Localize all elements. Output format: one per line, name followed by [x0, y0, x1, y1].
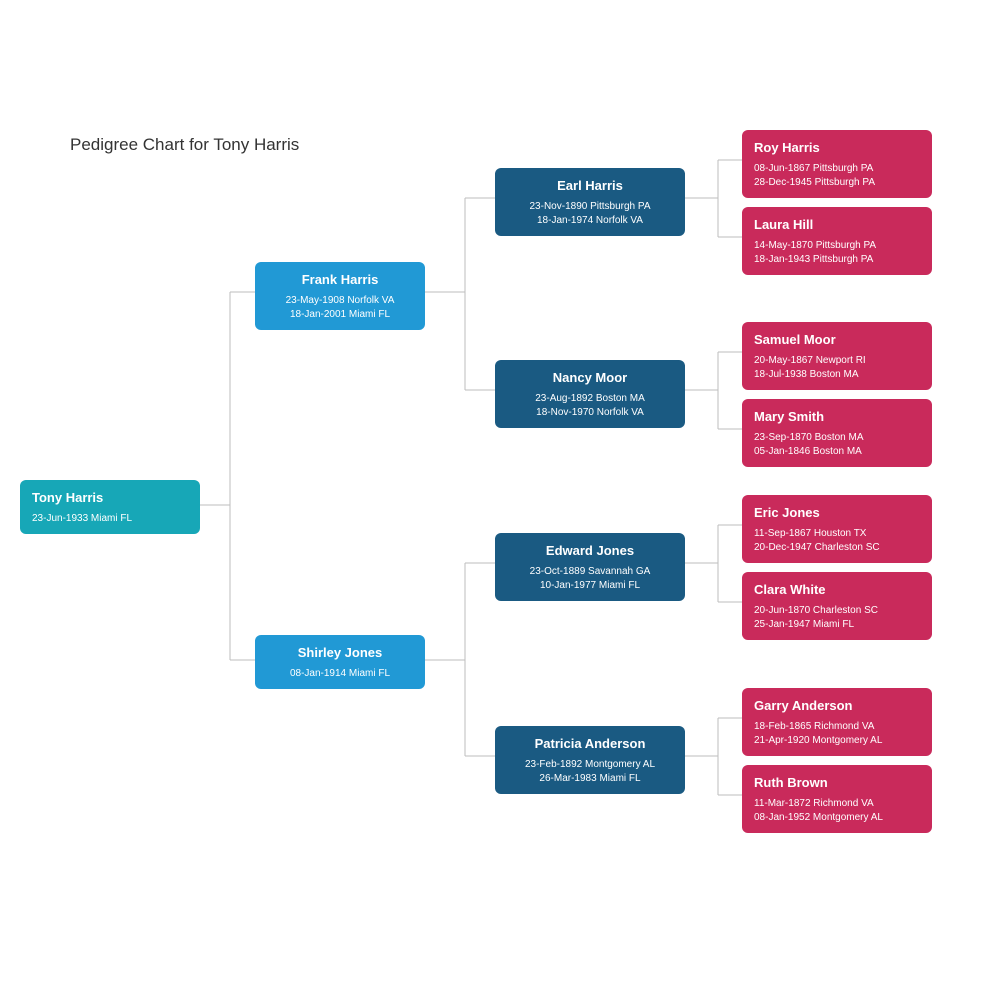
person-death: 25-Jan-1947 Miami FL — [754, 618, 920, 632]
person-death: 10-Jan-1977 Miami FL — [507, 579, 673, 593]
person-death: 18-Nov-1970 Norfolk VA — [507, 406, 673, 420]
person-name: Samuel Moor — [754, 332, 920, 348]
person-node-edward: Edward Jones 23-Oct-1889 Savannah GA10-Ja… — [495, 533, 685, 601]
person-node-garry: Garry Anderson 18-Feb-1865 Richmond VA21-… — [742, 688, 932, 756]
person-birth: 08-Jan-1914 Miami FL — [267, 667, 413, 681]
person-name: Laura Hill — [754, 217, 920, 233]
person-name: Tony Harris — [32, 490, 188, 506]
person-node-tony: Tony Harris 23-Jun-1933 Miami FL — [20, 480, 200, 534]
person-node-laura: Laura Hill 14-May-1870 Pittsburgh PA18-Ja… — [742, 207, 932, 275]
person-node-samuel: Samuel Moor 20-May-1867 Newport RI18-Jul-… — [742, 322, 932, 390]
chart-title: Pedigree Chart for Tony Harris — [70, 135, 299, 155]
person-name: Clara White — [754, 582, 920, 598]
person-name: Roy Harris — [754, 140, 920, 156]
person-node-patricia: Patricia Anderson 23-Feb-1892 Montgomery … — [495, 726, 685, 794]
person-birth: 23-Nov-1890 Pittsburgh PA — [507, 200, 673, 214]
person-birth: 23-May-1908 Norfolk VA — [267, 294, 413, 308]
person-node-nancy: Nancy Moor 23-Aug-1892 Boston MA18-Nov-19… — [495, 360, 685, 428]
person-node-roy: Roy Harris 08-Jun-1867 Pittsburgh PA28-De… — [742, 130, 932, 198]
person-name: Nancy Moor — [507, 370, 673, 386]
person-name: Ruth Brown — [754, 775, 920, 791]
person-name: Shirley Jones — [267, 645, 413, 661]
person-node-clara: Clara White 20-Jun-1870 Charleston SC25-J… — [742, 572, 932, 640]
person-node-mary: Mary Smith 23-Sep-1870 Boston MA05-Jan-18… — [742, 399, 932, 467]
person-name: Earl Harris — [507, 178, 673, 194]
person-birth: 23-Feb-1892 Montgomery AL — [507, 758, 673, 772]
person-birth: 11-Sep-1867 Houston TX — [754, 527, 920, 541]
person-node-earl: Earl Harris 23-Nov-1890 Pittsburgh PA18-J… — [495, 168, 685, 236]
person-birth: 08-Jun-1867 Pittsburgh PA — [754, 162, 920, 176]
person-birth: 23-Jun-1933 Miami FL — [32, 512, 188, 526]
person-death: 28-Dec-1945 Pittsburgh PA — [754, 176, 920, 190]
person-name: Patricia Anderson — [507, 736, 673, 752]
person-birth: 20-Jun-1870 Charleston SC — [754, 604, 920, 618]
person-name: Garry Anderson — [754, 698, 920, 714]
person-node-ruth: Ruth Brown 11-Mar-1872 Richmond VA08-Jan-… — [742, 765, 932, 833]
person-death: 18-Jan-1943 Pittsburgh PA — [754, 253, 920, 267]
person-name: Frank Harris — [267, 272, 413, 288]
person-birth: 20-May-1867 Newport RI — [754, 354, 920, 368]
person-death: 08-Jan-1952 Montgomery AL — [754, 811, 920, 825]
person-node-frank: Frank Harris 23-May-1908 Norfolk VA18-Jan… — [255, 262, 425, 330]
person-death: 20-Dec-1947 Charleston SC — [754, 541, 920, 555]
person-name: Mary Smith — [754, 409, 920, 425]
person-death: 18-Jan-1974 Norfolk VA — [507, 214, 673, 228]
person-birth: 14-May-1870 Pittsburgh PA — [754, 239, 920, 253]
person-death: 18-Jul-1938 Boston MA — [754, 368, 920, 382]
person-name: Eric Jones — [754, 505, 920, 521]
person-death: 05-Jan-1846 Boston MA — [754, 445, 920, 459]
person-node-eric: Eric Jones 11-Sep-1867 Houston TX20-Dec-1… — [742, 495, 932, 563]
person-death: 18-Jan-2001 Miami FL — [267, 308, 413, 322]
person-name: Edward Jones — [507, 543, 673, 559]
person-death: 21-Apr-1920 Montgomery AL — [754, 734, 920, 748]
person-death: 26-Mar-1983 Miami FL — [507, 772, 673, 786]
person-node-shirley: Shirley Jones 08-Jan-1914 Miami FL — [255, 635, 425, 689]
person-birth: 23-Aug-1892 Boston MA — [507, 392, 673, 406]
person-birth: 18-Feb-1865 Richmond VA — [754, 720, 920, 734]
person-birth: 11-Mar-1872 Richmond VA — [754, 797, 920, 811]
person-birth: 23-Sep-1870 Boston MA — [754, 431, 920, 445]
person-birth: 23-Oct-1889 Savannah GA — [507, 565, 673, 579]
